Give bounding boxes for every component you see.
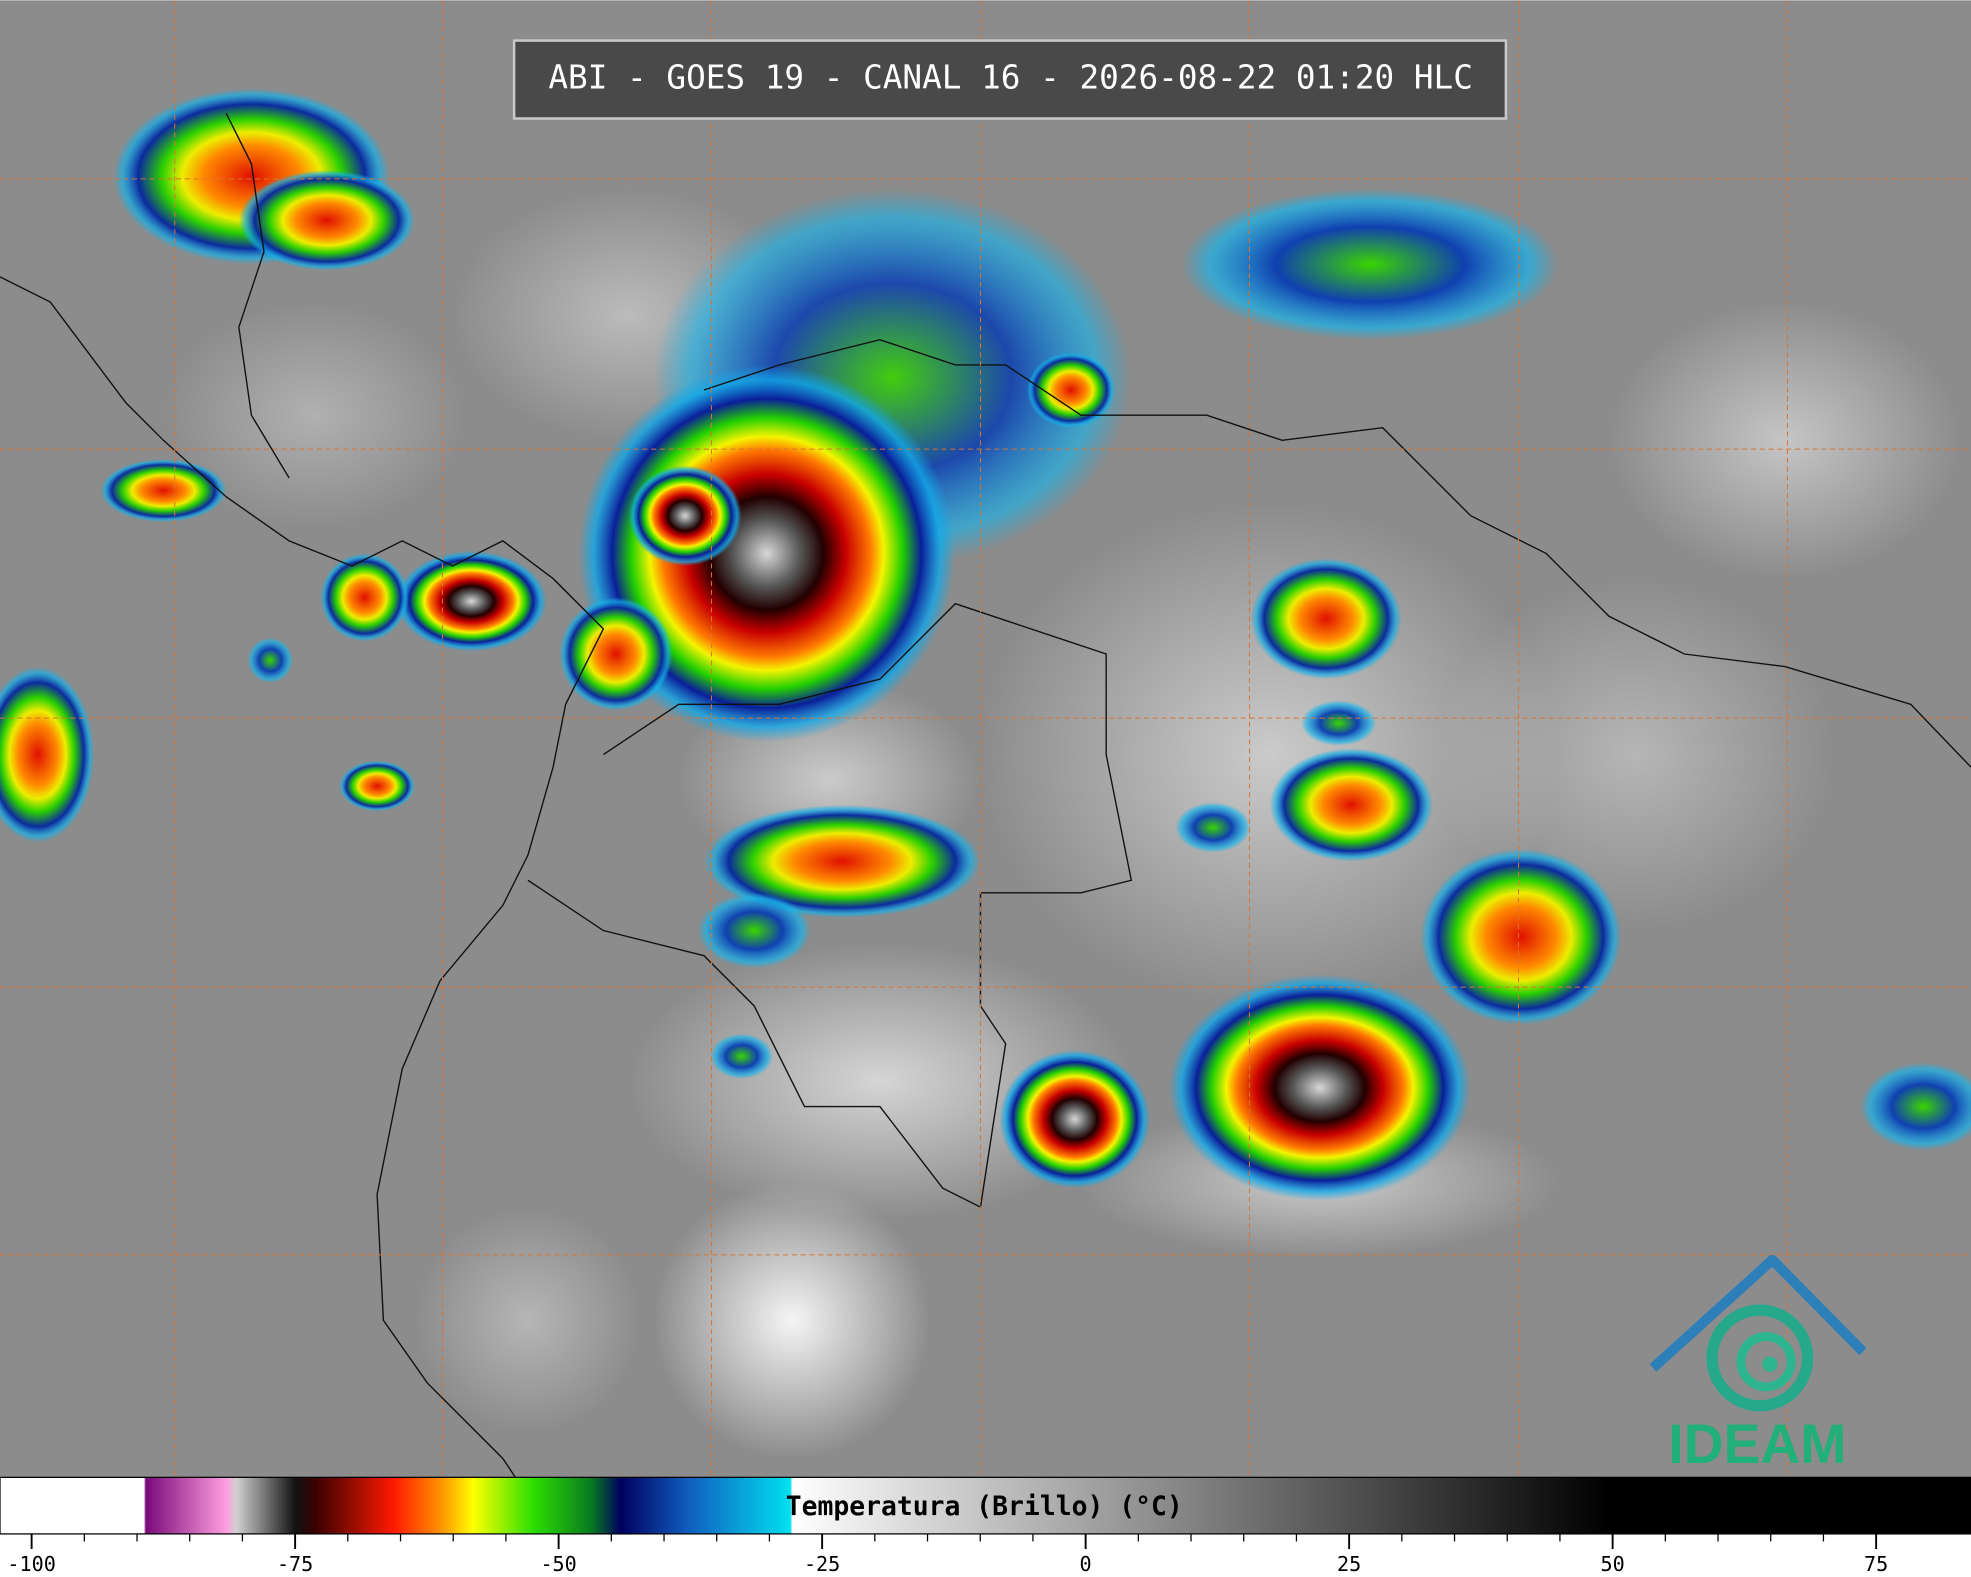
convective-systems	[0, 88, 1971, 1201]
colorbar-tick-label: 75	[1864, 1552, 1888, 1576]
colorbar-axis: -100 -75 -50 -25 0 25 50 75	[7, 1533, 1888, 1576]
colorbar-tick-label: 50	[1601, 1552, 1625, 1576]
colorbar-tick-label: 25	[1337, 1552, 1361, 1576]
colorbar-tick-label: -50	[540, 1552, 576, 1576]
logo: IDEAM	[1649, 1254, 1867, 1475]
colorbar-tick-label: -25	[804, 1552, 840, 1576]
title-box	[512, 39, 1508, 120]
colorbar-tick-label: -75	[277, 1552, 313, 1576]
colorbar	[0, 1476, 1971, 1535]
colorbar-tick-label: -100	[7, 1552, 55, 1576]
lat-lon-grid	[0, 0, 1971, 1478]
logo-text: IDEAM	[1668, 1413, 1846, 1475]
colorbar-label: Temperatura (Brillo) (°C)	[786, 1492, 1183, 1522]
title: ABI - GOES 19 - CANAL 16 - 2026-08-22 01…	[548, 59, 1472, 97]
coastlines	[0, 113, 1971, 1478]
colorbar-tick-label: 0	[1080, 1552, 1092, 1576]
